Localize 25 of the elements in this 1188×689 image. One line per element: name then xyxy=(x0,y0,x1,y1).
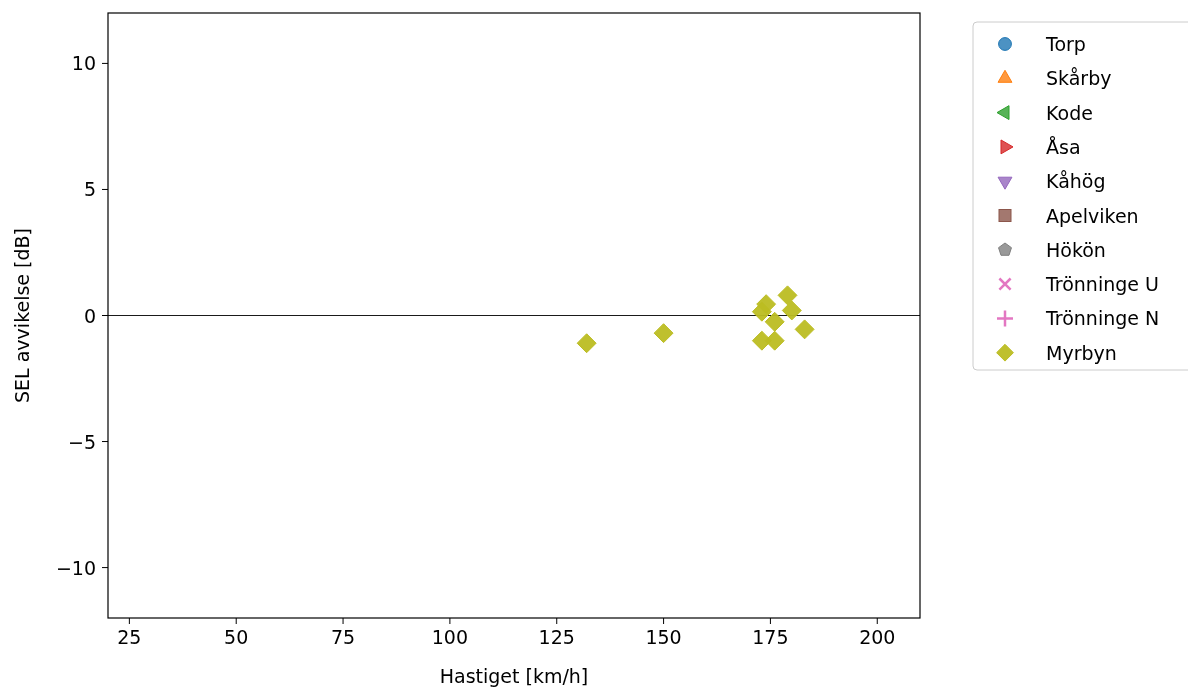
legend-label: Kåhög xyxy=(1046,170,1106,193)
legend-label: Skårby xyxy=(1046,67,1112,90)
legend-label: Kode xyxy=(1046,101,1093,124)
x-tick-label: 150 xyxy=(645,626,682,648)
legend-label: Trönninge U xyxy=(1045,273,1159,296)
y-tick-label: 10 xyxy=(71,52,96,75)
y-tick-label: 5 xyxy=(83,178,96,201)
x-tick-label: 125 xyxy=(538,626,575,648)
y-tick-label: −10 xyxy=(55,556,96,579)
y-tick-label: 0 xyxy=(83,304,96,327)
x-tick-label: 100 xyxy=(431,626,469,648)
x-tick-label: 75 xyxy=(330,626,356,648)
x-tick-label: 25 xyxy=(117,626,142,648)
legend-label: Hökön xyxy=(1046,238,1106,261)
x-tick-label: 50 xyxy=(224,626,249,648)
x-tick-label: 175 xyxy=(752,626,789,648)
x-axis-title: Hastiget [km/h] xyxy=(439,665,589,687)
legend-label: Apelviken xyxy=(1046,204,1139,227)
legend-label: Myrbyn xyxy=(1046,341,1117,364)
legend-label: Åsa xyxy=(1046,135,1081,158)
legend-label: Trönninge N xyxy=(1045,307,1160,330)
y-tick-label: −5 xyxy=(67,430,96,453)
y-axis-title: SEL avvikelse [dB] xyxy=(11,228,33,403)
x-tick-label: 200 xyxy=(859,626,896,648)
legend-label: Torp xyxy=(1045,33,1086,55)
